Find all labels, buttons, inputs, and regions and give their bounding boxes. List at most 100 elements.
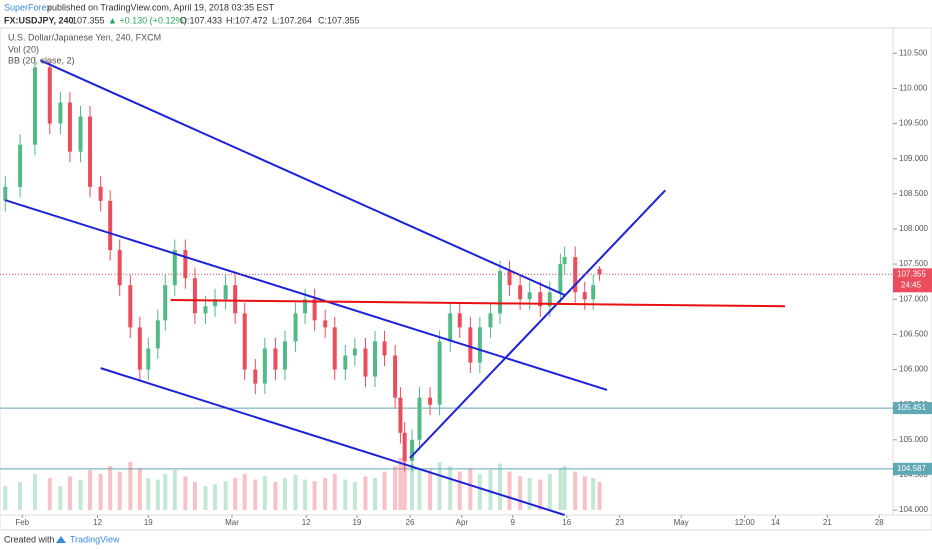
candle-body bbox=[3, 186, 8, 201]
candle-body bbox=[163, 285, 168, 321]
candle-body bbox=[393, 355, 398, 398]
x-tick-label: 19 bbox=[144, 518, 153, 527]
candle-body bbox=[117, 250, 122, 286]
volume-bar bbox=[393, 466, 398, 510]
candle-body bbox=[32, 67, 37, 145]
volume-bar bbox=[332, 474, 337, 510]
volume-bar bbox=[3, 486, 8, 510]
candle-body bbox=[282, 341, 287, 370]
level-label: 104.587 bbox=[897, 464, 926, 473]
change: ▲ +0.130 (+0.12%) bbox=[108, 15, 186, 25]
x-tick-label: 12:00 bbox=[735, 518, 756, 527]
volume-bar bbox=[163, 474, 168, 510]
volume-bar bbox=[67, 476, 72, 510]
volume-bar bbox=[547, 474, 552, 510]
volume-bar bbox=[108, 466, 113, 510]
volume-bar bbox=[468, 468, 473, 510]
y-tick-label: 107.000 bbox=[899, 294, 928, 303]
indicator: BB (20, close, 2) bbox=[8, 55, 75, 65]
volume-bar bbox=[293, 474, 298, 510]
volume-bar bbox=[282, 478, 287, 510]
candle-body bbox=[352, 348, 357, 356]
candle-body bbox=[312, 299, 317, 321]
candle-body bbox=[562, 257, 567, 265]
x-tick-label: 9 bbox=[510, 518, 515, 527]
ohlc-close: C:107.355 bbox=[318, 15, 360, 25]
candle-body bbox=[233, 285, 238, 314]
volume-bar bbox=[58, 486, 63, 510]
last-price-box bbox=[893, 268, 932, 293]
candle-body bbox=[477, 327, 482, 363]
symbol: FX:USDJPY, 240 bbox=[4, 15, 74, 25]
volume-bar bbox=[172, 470, 177, 510]
x-tick-label: 19 bbox=[353, 518, 362, 527]
volume-bar bbox=[312, 481, 317, 510]
candle-body bbox=[382, 341, 387, 356]
candle-body bbox=[417, 397, 422, 440]
candle-body bbox=[402, 432, 407, 461]
brand-logo bbox=[56, 536, 66, 543]
volume-bar bbox=[382, 471, 387, 510]
x-tick-label: 14 bbox=[771, 518, 780, 527]
volume-bar bbox=[518, 476, 523, 510]
candle-body bbox=[293, 313, 298, 342]
candle-body bbox=[262, 348, 267, 384]
volume-bar bbox=[488, 470, 493, 510]
volume-bar bbox=[363, 476, 368, 510]
volume-bar bbox=[573, 471, 578, 510]
author[interactable]: SuperForex bbox=[4, 2, 52, 12]
volume-bar bbox=[273, 482, 278, 510]
trend-line bbox=[39, 59, 566, 296]
candle-body bbox=[146, 348, 151, 370]
volume-bar bbox=[213, 484, 218, 510]
candle-body bbox=[591, 285, 596, 300]
volume-bar bbox=[32, 474, 37, 510]
volume-bar bbox=[203, 486, 208, 510]
y-tick-label: 106.000 bbox=[899, 365, 928, 374]
candle-body bbox=[47, 67, 52, 124]
candle-body bbox=[558, 264, 563, 293]
volume-bar bbox=[372, 478, 377, 510]
volume-bar bbox=[582, 476, 587, 510]
y-tick-label: 110.500 bbox=[899, 48, 928, 57]
volume-bar bbox=[78, 479, 83, 510]
candle-body bbox=[332, 327, 337, 370]
trend-line bbox=[100, 367, 565, 516]
volume-bar bbox=[398, 458, 403, 510]
candle-body bbox=[437, 341, 442, 405]
price: 107.355 bbox=[72, 15, 105, 25]
volume-bar bbox=[98, 474, 103, 510]
y-tick-label: 104.000 bbox=[899, 505, 928, 514]
volume-bar bbox=[417, 468, 422, 510]
candle-body bbox=[108, 200, 113, 251]
volume-bar bbox=[402, 454, 407, 510]
candle-body bbox=[98, 186, 103, 201]
volume-bar bbox=[437, 462, 442, 510]
volume-bar bbox=[410, 463, 415, 510]
x-tick-label: Feb bbox=[15, 518, 29, 527]
volume-bar bbox=[497, 463, 502, 510]
candle-body bbox=[192, 278, 197, 314]
candle-body bbox=[58, 102, 63, 124]
candle-body bbox=[303, 299, 308, 314]
x-tick-label: Mar bbox=[225, 518, 239, 527]
candle-body bbox=[573, 257, 578, 293]
candle-body bbox=[372, 341, 377, 377]
candle-body bbox=[323, 320, 328, 328]
candle-body bbox=[242, 313, 247, 370]
y-tick-label: 105.000 bbox=[899, 435, 928, 444]
candle-body bbox=[410, 439, 415, 461]
candle-body bbox=[507, 271, 512, 286]
y-tick-label: 106.500 bbox=[899, 330, 928, 339]
candle-body bbox=[547, 292, 552, 307]
level-box bbox=[893, 402, 932, 415]
volume-bar bbox=[192, 482, 197, 510]
volume-bar bbox=[233, 478, 238, 510]
candle-body bbox=[582, 292, 587, 300]
candle-body bbox=[428, 397, 433, 405]
footer-brand[interactable]: TradingView bbox=[70, 534, 120, 544]
volume-bar bbox=[477, 474, 482, 510]
ohlc-high: H:107.472 bbox=[226, 15, 268, 25]
